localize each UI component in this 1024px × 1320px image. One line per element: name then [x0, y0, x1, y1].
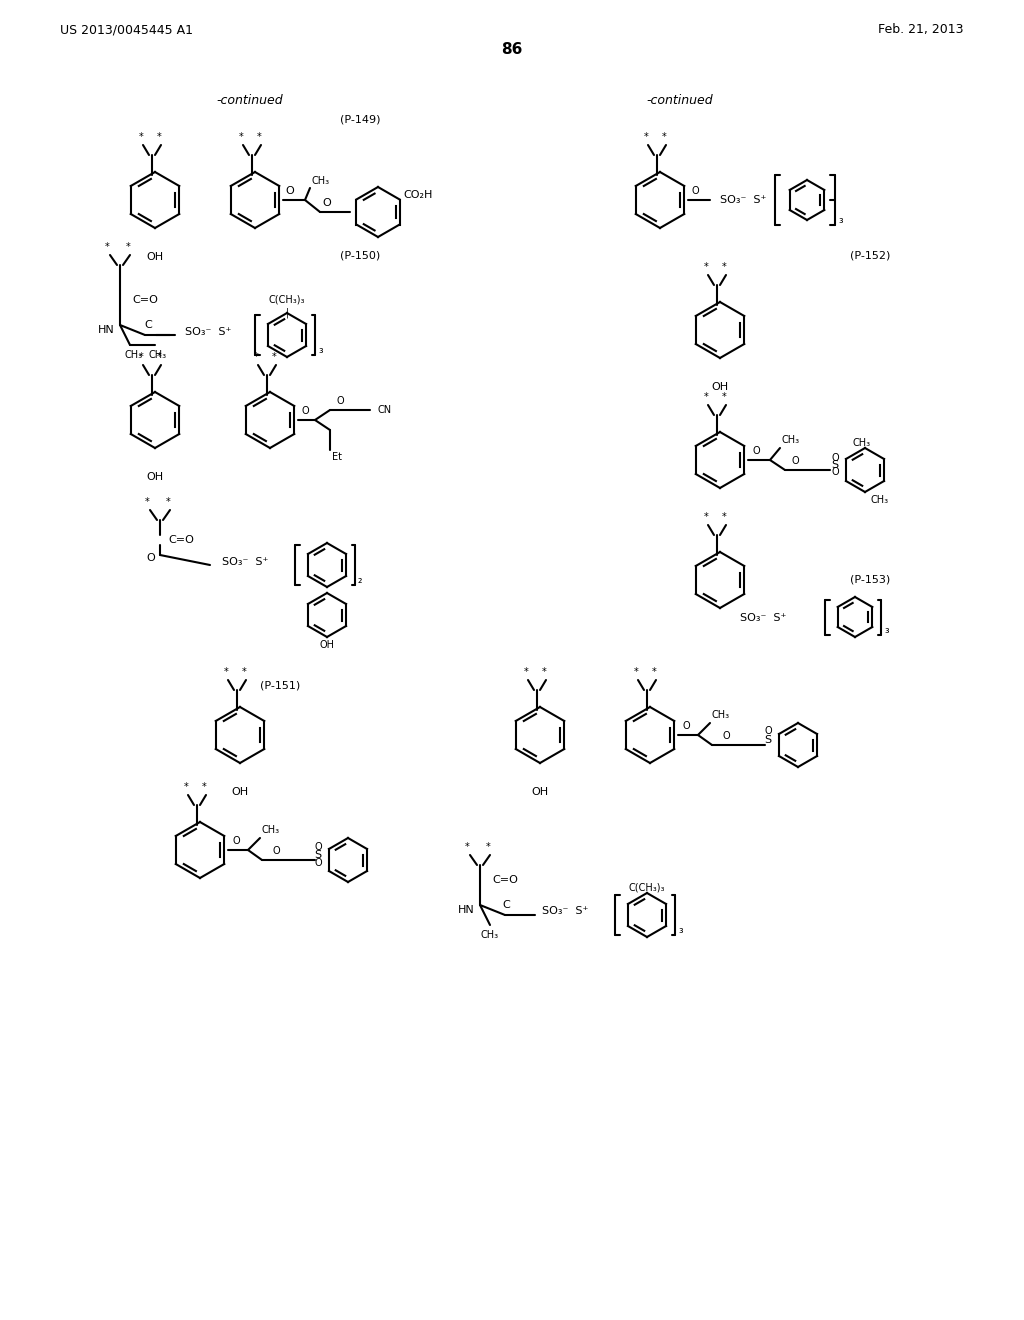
Text: *: *	[126, 242, 130, 252]
Text: OH: OH	[146, 252, 164, 261]
Text: ₃: ₃	[884, 624, 889, 635]
Text: (P-153): (P-153)	[850, 576, 890, 585]
Text: ₃: ₃	[838, 215, 843, 224]
Text: SO₃⁻  S⁺: SO₃⁻ S⁺	[185, 327, 231, 337]
Text: -continued: -continued	[217, 94, 284, 107]
Text: OH: OH	[231, 787, 249, 797]
Text: OH: OH	[712, 381, 728, 392]
Text: C(CH₃)₃: C(CH₃)₃	[629, 883, 666, 894]
Text: ₃: ₃	[318, 345, 323, 355]
Text: *: *	[157, 352, 162, 362]
Text: *: *	[542, 667, 547, 677]
Text: *: *	[271, 352, 276, 362]
Text: *: *	[223, 667, 228, 677]
Text: O: O	[146, 553, 155, 564]
Text: *: *	[166, 498, 170, 507]
Text: *: *	[242, 667, 247, 677]
Text: O: O	[286, 186, 294, 195]
Text: *: *	[634, 667, 638, 677]
Text: *: *	[485, 842, 490, 851]
Text: SO₃⁻  S⁺: SO₃⁻ S⁺	[720, 195, 766, 205]
Text: *: *	[722, 261, 726, 272]
Text: 86: 86	[502, 42, 522, 58]
Text: CO₂H: CO₂H	[403, 190, 432, 201]
Text: ₃: ₃	[678, 925, 683, 935]
Text: *: *	[202, 781, 207, 792]
Text: C=O: C=O	[492, 875, 518, 884]
Text: *: *	[722, 392, 726, 403]
Text: *: *	[257, 132, 261, 143]
Text: O: O	[722, 731, 730, 741]
Text: *: *	[651, 667, 656, 677]
Text: OH: OH	[531, 787, 549, 797]
Text: (P-150): (P-150)	[340, 249, 380, 260]
Text: |: |	[286, 308, 289, 318]
Text: *: *	[662, 132, 667, 143]
Text: *: *	[523, 667, 528, 677]
Text: (P-152): (P-152)	[850, 249, 890, 260]
Text: Et: Et	[332, 451, 342, 462]
Text: CN: CN	[378, 405, 392, 414]
Text: O: O	[314, 842, 322, 851]
Text: C=O: C=O	[132, 294, 158, 305]
Text: O: O	[314, 858, 322, 869]
Text: CH₃: CH₃	[853, 438, 871, 447]
Text: *: *	[183, 781, 188, 792]
Text: HN: HN	[459, 906, 475, 915]
Text: CH₃: CH₃	[712, 710, 730, 719]
Text: CH₃: CH₃	[262, 825, 281, 836]
Text: Feb. 21, 2013: Feb. 21, 2013	[879, 24, 964, 37]
Text: *: *	[104, 242, 110, 252]
Text: C(CH₃)₃: C(CH₃)₃	[268, 294, 305, 305]
Text: CH₃: CH₃	[312, 176, 330, 186]
Text: SO₃⁻  S⁺: SO₃⁻ S⁺	[222, 557, 268, 568]
Text: *: *	[703, 392, 709, 403]
Text: OH: OH	[146, 473, 164, 482]
Text: O: O	[831, 467, 839, 477]
Text: OH: OH	[319, 640, 335, 649]
Text: O: O	[691, 186, 698, 195]
Text: HN: HN	[98, 325, 115, 335]
Text: *: *	[644, 132, 648, 143]
Text: O: O	[232, 836, 240, 846]
Text: *: *	[722, 512, 726, 521]
Text: O: O	[753, 446, 760, 455]
Text: C: C	[144, 319, 152, 330]
Text: S: S	[765, 735, 771, 744]
Text: O: O	[272, 846, 280, 855]
Text: *: *	[157, 132, 162, 143]
Text: CH₃: CH₃	[871, 495, 889, 506]
Text: ₂: ₂	[358, 576, 362, 585]
Text: O: O	[764, 726, 772, 737]
Text: O: O	[336, 396, 344, 407]
Text: SO₃⁻  S⁺: SO₃⁻ S⁺	[542, 906, 589, 916]
Text: C: C	[502, 900, 510, 909]
Text: CH₃: CH₃	[125, 350, 143, 360]
Text: *: *	[703, 261, 709, 272]
Text: O: O	[831, 453, 839, 463]
Text: *: *	[144, 498, 150, 507]
Text: (P-149): (P-149)	[340, 115, 380, 125]
Text: US 2013/0045445 A1: US 2013/0045445 A1	[60, 24, 193, 37]
Text: S: S	[831, 459, 839, 470]
Text: *: *	[254, 352, 258, 362]
Text: S: S	[314, 850, 322, 861]
Text: *: *	[703, 512, 709, 521]
Text: SO₃⁻  S⁺: SO₃⁻ S⁺	[740, 612, 786, 623]
Text: *: *	[465, 842, 469, 851]
Text: C=O: C=O	[168, 535, 194, 545]
Text: *: *	[138, 132, 143, 143]
Text: CH₃: CH₃	[481, 931, 499, 940]
Text: O: O	[323, 198, 332, 209]
Text: CH₃: CH₃	[782, 436, 800, 445]
Text: *: *	[239, 132, 244, 143]
Text: O: O	[301, 407, 309, 416]
Text: CH₃: CH₃	[148, 350, 167, 360]
Text: -continued: -continued	[647, 94, 714, 107]
Text: (P-151): (P-151)	[260, 680, 300, 690]
Text: *: *	[138, 352, 143, 362]
Text: O: O	[792, 455, 799, 466]
Text: O: O	[682, 721, 690, 731]
